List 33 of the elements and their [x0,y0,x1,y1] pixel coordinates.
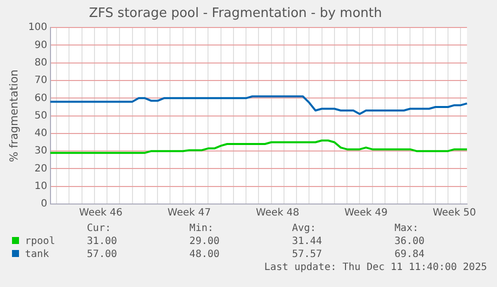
x-tick-label: Week 48 [256,208,300,219]
text: 69.84 [394,248,426,261]
y-tick-label: 10 [34,180,48,192]
x-tick-label: Week 50 [432,208,476,219]
text: Cur: [86,222,112,235]
y-tick-label: 50 [34,110,48,122]
text: 29.00 [189,235,221,248]
y-tick-label: 60 [34,92,48,104]
y-axis-title: % fragmentation [7,69,20,162]
legend-label: rpool [24,235,56,248]
y-tick-label: 70 [34,75,48,86]
text: 31.44 [292,235,324,248]
y-tick-label: 30 [34,146,48,157]
text: 57.57 [292,248,324,261]
x-tick-label: Week 49 [344,208,388,219]
text: 36.00 [394,235,426,248]
y-tick-label: 90 [34,40,48,51]
x-tick-label: Week 47 [168,208,211,219]
y-tick-label: 20 [34,163,48,174]
y-tick-label: 80 [34,57,48,68]
text: 57.00 [86,248,118,261]
text: Min: [189,222,215,235]
text: Avg: [292,222,318,235]
chart-title: ZFS storage pool - Fragmentation - by month [89,6,382,22]
text: Max: [394,222,420,235]
legend-label: tank [24,248,50,261]
y-tick-label: 0 [40,198,48,210]
text: Last update: Thu Dec 11 11:40:00 2025 [264,262,487,273]
text: 31.00 [86,235,118,248]
y-tick-label: 40 [34,128,48,140]
text: 48.00 [189,248,221,261]
x-tick-label: Week 46 [79,208,122,219]
y-tick-label: 100 [28,22,48,34]
